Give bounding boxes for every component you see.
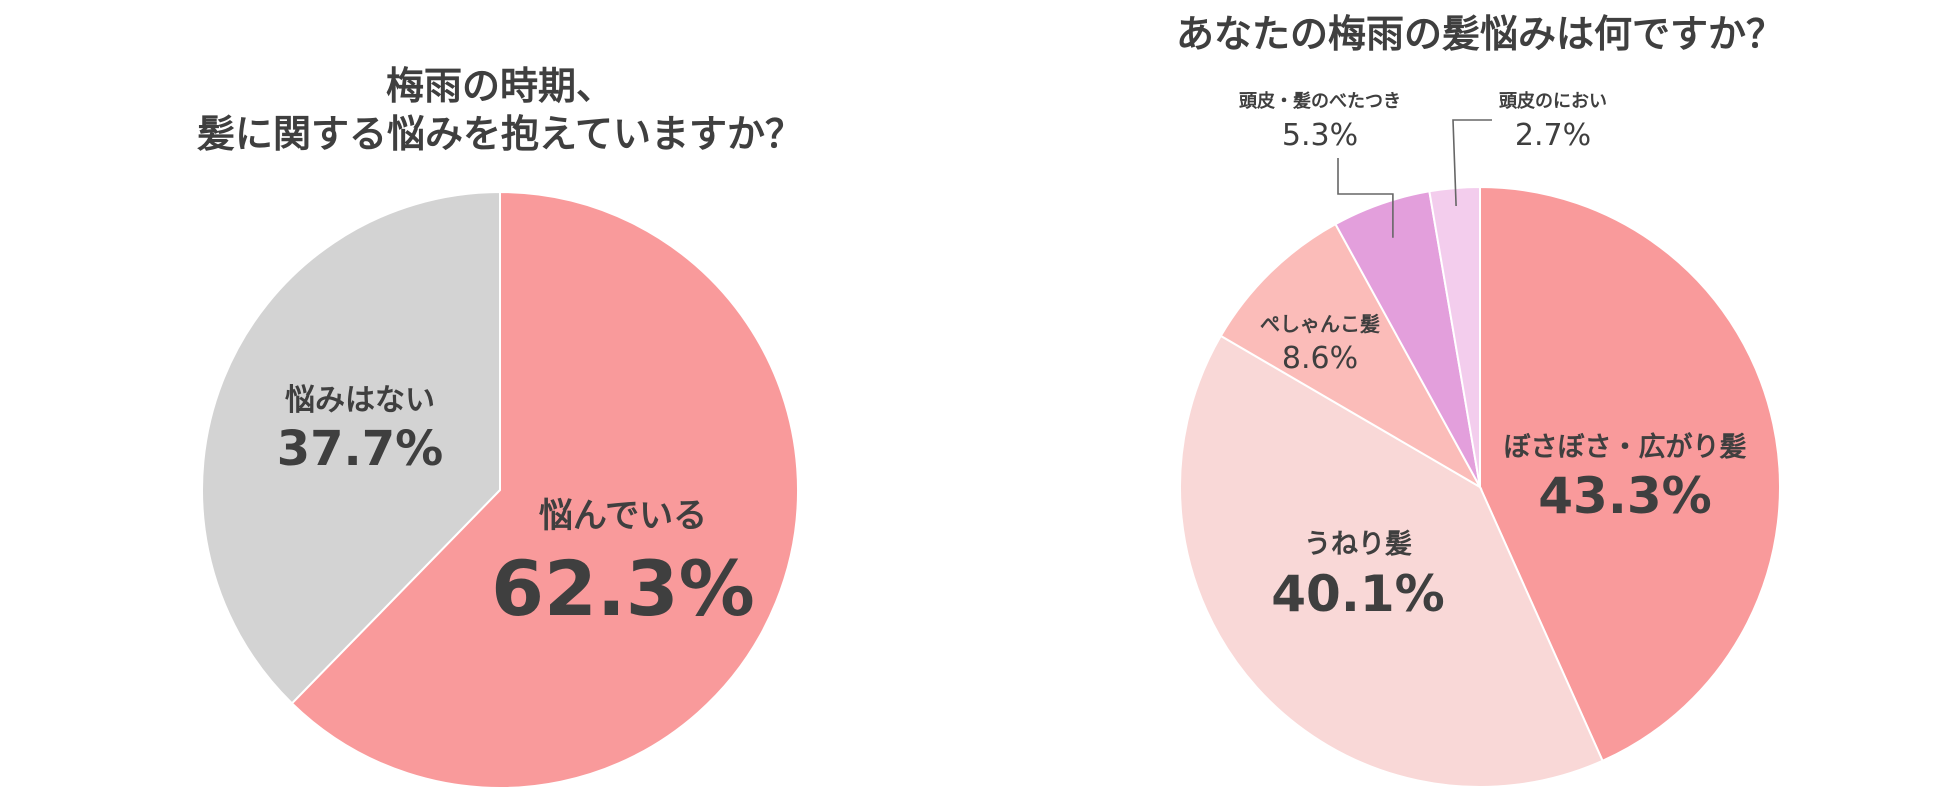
chart-2-value-odor: 2.7% [1515,118,1591,153]
chart-2-label-odor: 頭皮のにおい [1499,90,1607,112]
chart-1-title-line-2: 髪に関する悩みを抱えていますか？ [196,112,804,156]
chart-1-title-line-1: 梅雨の時期、 [385,64,614,108]
chart-2-slice-3 [1219,222,1483,490]
chart-1-slice-2 [201,190,501,705]
leader-odor [1452,119,1492,207]
chart-2-leader-lines [1337,119,1492,238]
chart-2-title: あなたの梅雨の髪悩みは何ですか？ [1175,12,1784,56]
chart-2-value-wavy: 40.1% [1271,565,1444,623]
chart-2-slice-1 [1479,185,1781,763]
chart-2-value-flat: 8.6% [1282,341,1358,376]
chart-1-slices [201,190,799,789]
chart-2-value-greasy: 5.3% [1282,118,1358,153]
chart-2-slice-2 [1178,334,1604,788]
chart-2-label-frizzy: ぼさぼさ・広がり髪 [1504,431,1747,463]
chart-2-label-greasy: 頭皮・髪のべたつき [1239,90,1401,112]
chart-2-value-frizzy: 43.3% [1538,467,1711,525]
chart-2-slice-5 [1428,185,1481,488]
leader-greasy [1337,158,1394,238]
chart-1-slice-1 [290,190,799,789]
chart-1-value-worried: 62.3% [491,544,755,633]
chart-1-label-not-worried: 悩みはない [285,383,435,418]
chart-1-value-not-worried: 37.7% [277,421,444,477]
chart-2-slices [1178,185,1781,788]
chart-1-title: 梅雨の時期、 髪に関する悩みを抱えていますか？ [0,62,1000,158]
chart-1-label-worried: 悩んでいる [539,496,707,536]
chart-2-label-flat: ぺしゃんこ髪 [1260,312,1380,336]
chart-2-label-wavy: うねり髪 [1304,529,1412,560]
